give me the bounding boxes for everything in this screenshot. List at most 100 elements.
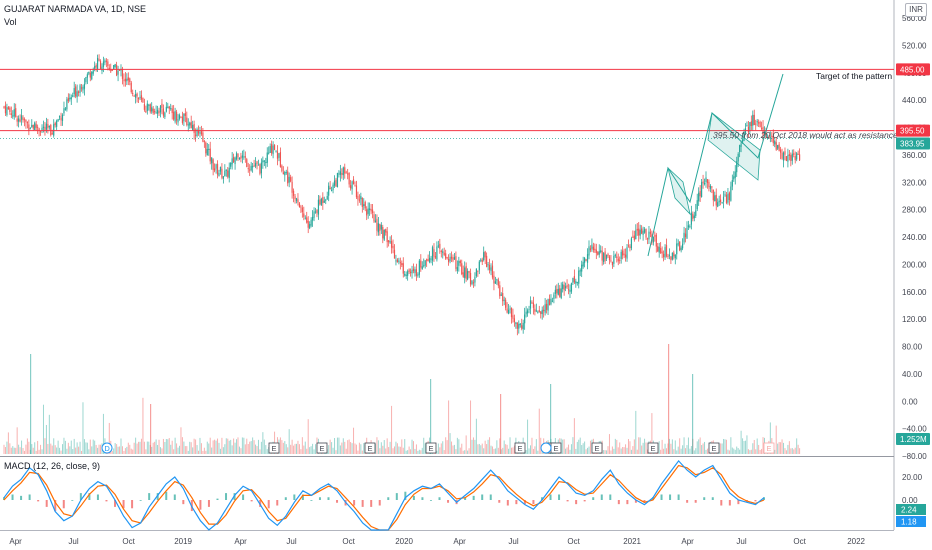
macd-histogram-bar <box>609 494 612 500</box>
candle-body <box>701 182 703 198</box>
candle-body <box>177 119 179 123</box>
candle-body <box>617 258 619 262</box>
volume-bar <box>693 450 695 454</box>
volume-bar <box>42 404 44 454</box>
dividend-marker-2 <box>540 442 552 454</box>
candle-body <box>175 111 178 121</box>
symbol-title[interactable]: GUJARAT NARMADA VA, 1D, NSE <box>4 4 147 14</box>
volume-bar <box>496 440 498 454</box>
volume-bar <box>335 450 337 454</box>
candle-body <box>706 179 709 183</box>
volume-bar <box>737 448 739 454</box>
last-volume-label: 1.252M <box>900 435 927 444</box>
volume-bar <box>10 447 12 454</box>
volume-bar <box>783 442 785 454</box>
volume-legend[interactable]: Vol <box>4 17 17 27</box>
volume-bar <box>723 438 725 454</box>
candle-body <box>756 121 758 123</box>
volume-bar <box>493 448 495 454</box>
candle-body <box>367 208 369 214</box>
candle-body <box>360 196 362 200</box>
volume-bar <box>405 450 407 454</box>
volume-bar <box>587 447 589 454</box>
currency-badge[interactable]: INR <box>905 3 927 17</box>
volume-bar <box>303 445 305 454</box>
volume-bar <box>332 447 334 454</box>
candle-body <box>411 269 413 274</box>
macd-histogram-bar <box>558 494 561 500</box>
candle-body <box>363 204 365 207</box>
macd-histogram-bar <box>11 494 14 500</box>
candle-body <box>445 253 447 259</box>
volume-bar <box>673 449 675 454</box>
candle-body <box>426 259 428 261</box>
candle-body <box>203 141 205 143</box>
macd-histogram-bar <box>566 500 569 502</box>
volume-bar <box>633 439 635 454</box>
volume-bar <box>475 418 477 454</box>
volume-bar <box>781 439 783 454</box>
candle-body <box>272 145 274 155</box>
volume-bar <box>7 432 9 454</box>
volume-bar <box>449 433 451 454</box>
volume-bar <box>306 448 308 454</box>
volume-bar <box>18 444 20 454</box>
candle-body <box>443 252 445 255</box>
volume-bar <box>132 449 134 454</box>
earnings-marker <box>514 442 526 454</box>
candle-body <box>537 311 539 313</box>
volume-bar <box>512 447 514 454</box>
earnings-marker-label: E <box>320 444 325 453</box>
candle-body <box>273 144 276 150</box>
volume-bar <box>565 448 567 454</box>
candle-body <box>252 166 254 168</box>
volume-bar <box>679 438 681 454</box>
macd-legend[interactable]: MACD (12, 26, close, 9) <box>4 461 101 471</box>
earnings-marker <box>364 442 376 454</box>
candle-body <box>205 142 207 154</box>
candle-body <box>705 177 707 183</box>
volume-bar <box>91 446 93 454</box>
volume-bar <box>742 438 744 454</box>
volume-bar <box>243 437 245 454</box>
candle-body <box>60 117 62 121</box>
volume-bar <box>227 438 229 454</box>
volume-bar <box>192 447 194 454</box>
volume-bar <box>205 450 207 454</box>
volume-bar <box>794 447 796 454</box>
candle-body <box>351 181 353 190</box>
volume-bar <box>569 449 571 454</box>
flag-channel-1 <box>667 166 691 216</box>
candle-body <box>184 113 186 116</box>
candle-body <box>488 264 491 270</box>
candle-body <box>355 185 358 198</box>
volume-bar <box>60 450 62 454</box>
candle-body <box>499 285 501 297</box>
candle-body <box>576 281 578 283</box>
volume-spike <box>30 354 32 454</box>
macd-histogram-bar <box>250 500 253 502</box>
volume-bar <box>354 443 356 454</box>
candle-body <box>56 120 58 127</box>
candle-body <box>718 200 720 203</box>
macd-value-bg <box>896 504 926 515</box>
candle-body <box>775 142 777 150</box>
candle-body <box>222 176 224 179</box>
volume-bar <box>796 438 798 454</box>
volume-bar <box>728 450 730 454</box>
candle-body <box>652 237 654 243</box>
candle-body <box>284 172 286 176</box>
earnings-marker-label: E <box>595 444 600 453</box>
volume-bar <box>474 439 476 454</box>
volume-bar <box>168 438 170 454</box>
candle-body <box>95 64 97 68</box>
macd-histogram-bar <box>686 500 689 503</box>
volume-bar <box>358 442 360 454</box>
volume-bar <box>23 450 25 454</box>
candle-body <box>292 190 295 196</box>
candle-body <box>379 223 381 231</box>
candle-body <box>45 123 48 130</box>
macd-histogram-bar <box>105 500 108 502</box>
last-price-label: 383.95 <box>900 139 925 148</box>
